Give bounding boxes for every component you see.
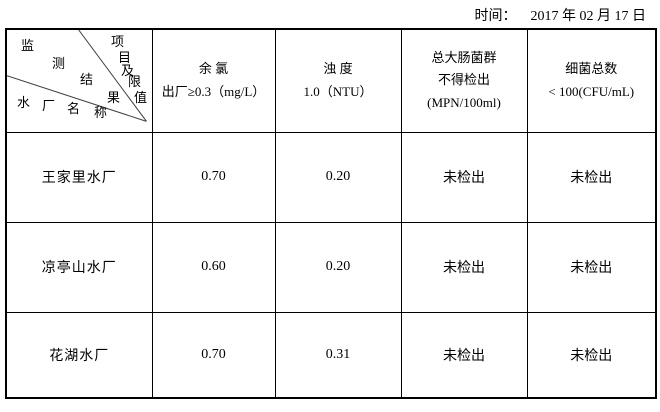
table-row: 花湖水厂 0.70 0.31 未检出 未检出 xyxy=(5,311,657,399)
table-row: 凉亭山水厂 0.60 0.20 未检出 未检出 xyxy=(5,221,657,313)
header-line: < 100(CFU/mL) xyxy=(548,83,635,99)
header-line: 余 氯 xyxy=(198,61,229,76)
header-line: (MPN/100ml) xyxy=(427,95,501,111)
diag-top-label-char: 果 xyxy=(107,90,121,105)
diag-right-label-char: 目 xyxy=(118,50,132,65)
diag-right-label-char: 及 xyxy=(121,63,135,78)
value-cell: 未检出 xyxy=(400,311,528,399)
value-cell: 未检出 xyxy=(526,131,657,223)
diag-right-label-char: 限 xyxy=(128,74,142,89)
diag-bottom-label-char: 名 xyxy=(67,101,81,116)
header-line: 总大肠菌群 xyxy=(431,49,497,65)
table-header-row: 监 测 结 果 项 目 及 限 值 水 厂 名 称 余 氯 出厂≥0.3（mg/… xyxy=(5,28,657,133)
plant-name-cell: 王家里水厂 xyxy=(5,131,153,223)
value-cell: 0.70 xyxy=(151,311,276,399)
column-header-turbidity: 浊 度 1.0（NTU） xyxy=(274,28,402,133)
report-time: 时间： 2017 年 02 月 17 日 xyxy=(475,5,647,25)
diag-bottom-label-char: 水 xyxy=(17,95,31,110)
column-header-bacteria-count: 细菌总数 < 100(CFU/mL) xyxy=(526,28,657,133)
value-cell: 0.20 xyxy=(274,131,402,223)
plant-name-cell: 花湖水厂 xyxy=(5,311,153,399)
diagonal-divider-lines xyxy=(7,30,147,122)
header-line: 1.0（NTU） xyxy=(303,83,373,99)
column-header-total-coliform: 总大肠菌群 不得检出 (MPN/100ml) xyxy=(400,28,528,133)
value-cell: 未检出 xyxy=(526,311,657,399)
diag-top-label-char: 结 xyxy=(80,72,94,87)
header-line: 浊 度 xyxy=(323,61,353,76)
diag-bottom-label-char: 称 xyxy=(94,105,108,120)
value-cell: 未检出 xyxy=(526,221,657,313)
value-cell: 0.70 xyxy=(151,131,276,223)
plant-name-cell: 凉亭山水厂 xyxy=(5,221,153,313)
time-label: 时间： xyxy=(474,9,517,24)
column-header-residual-chlorine: 余 氯 出厂≥0.3（mg/L） xyxy=(151,28,276,133)
value-cell: 未检出 xyxy=(400,221,528,313)
diag-top-label-char: 测 xyxy=(52,56,66,71)
water-quality-table: 监 测 结 果 项 目 及 限 值 水 厂 名 称 余 氯 出厂≥0.3（mg/… xyxy=(5,28,657,399)
value-cell: 未检出 xyxy=(400,131,528,223)
diagonal-header-cell: 监 测 结 果 项 目 及 限 值 水 厂 名 称 xyxy=(5,28,153,133)
header-line: 不得检出 xyxy=(437,72,490,88)
value-cell: 0.31 xyxy=(274,311,402,399)
diag-bottom-label-char: 厂 xyxy=(42,98,56,113)
header-line: 出厂≥0.3（mg/L） xyxy=(161,83,266,99)
value-cell: 0.60 xyxy=(151,221,276,313)
diag-top-label-char: 监 xyxy=(21,38,35,53)
diag-right-label-char: 项 xyxy=(111,34,125,49)
table-row: 王家里水厂 0.70 0.20 未检出 未检出 xyxy=(5,131,657,223)
time-value: 2017 年 02 月 17 日 xyxy=(530,9,647,24)
value-cell: 0.20 xyxy=(274,221,402,313)
header-line: 细菌总数 xyxy=(565,61,618,76)
diag-right-label-char: 值 xyxy=(134,90,148,105)
